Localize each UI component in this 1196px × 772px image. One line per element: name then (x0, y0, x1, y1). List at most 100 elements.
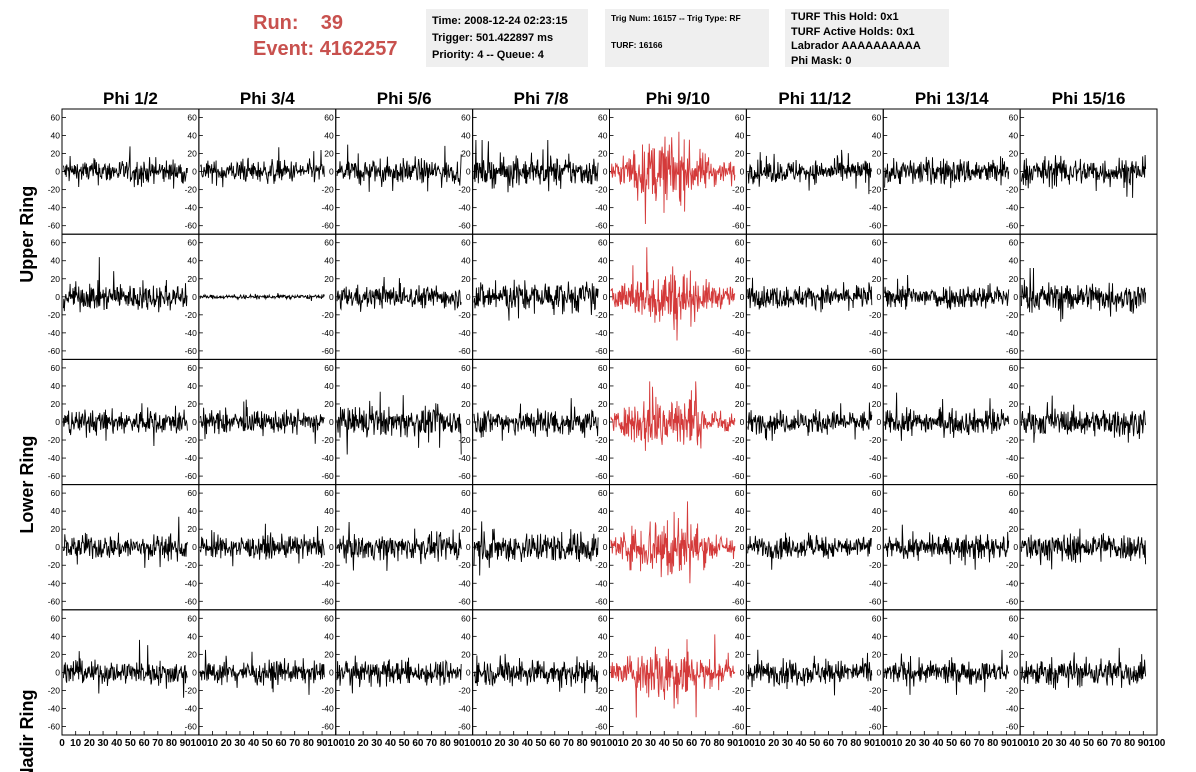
y-tick-label: -60 (595, 596, 608, 606)
y-tick-label: -20 (48, 435, 61, 445)
x-tick-label: 100 (327, 738, 344, 749)
time-trigger-box: Time: 2008-12-24 02:23:15 Trigger: 501.4… (426, 9, 588, 67)
y-tick-label: 40 (51, 506, 61, 516)
y-tick-label: -20 (732, 560, 745, 570)
y-tick-label: -60 (732, 596, 745, 606)
y-tick-label: -40 (1006, 453, 1019, 463)
y-tick-label: -60 (185, 221, 198, 231)
x-tick-label: 70 (289, 738, 301, 749)
y-tick-label: 20 (461, 649, 471, 659)
y-tick-label: -40 (1006, 203, 1019, 213)
y-tick-label: 40 (735, 131, 745, 141)
y-tick-label: 20 (598, 149, 608, 159)
y-tick-label: 60 (324, 613, 334, 623)
y-tick-label: 20 (324, 524, 334, 534)
y-tick-label: -60 (595, 721, 608, 731)
y-tick-label: -60 (48, 346, 61, 356)
y-tick-label: -40 (595, 328, 608, 338)
y-tick-label: -20 (595, 310, 608, 320)
waveform-trace (473, 521, 599, 576)
y-tick-label: 0 (329, 167, 334, 177)
y-tick-label: -20 (321, 435, 334, 445)
x-tick-label: 50 (262, 738, 274, 749)
y-tick-label: -20 (321, 310, 334, 320)
waveform-trace (336, 144, 462, 192)
y-tick-label: -40 (869, 203, 882, 213)
y-tick-label: 0 (740, 417, 745, 427)
y-tick-label: 20 (735, 524, 745, 534)
column-header: Phi 15/16 (1052, 89, 1126, 108)
waveform-trace (884, 156, 1010, 189)
x-tick-label: 90 (317, 738, 329, 749)
x-tick-label: 100 (464, 738, 481, 749)
y-tick-label: 0 (877, 417, 882, 427)
y-tick-label: -40 (321, 703, 334, 713)
run-label: Run: (253, 12, 299, 34)
y-tick-label: -40 (732, 453, 745, 463)
y-tick-label: -60 (1006, 721, 1019, 731)
y-tick-label: -20 (595, 685, 608, 695)
y-tick-label: 60 (1009, 238, 1019, 248)
y-tick-label: -20 (458, 185, 471, 195)
event-row: Event: 4162257 (253, 36, 398, 62)
y-tick-label: -40 (185, 578, 198, 588)
y-tick-label: 20 (324, 274, 334, 284)
column-header: Phi 9/10 (646, 89, 710, 108)
y-tick-label: 40 (187, 631, 197, 641)
waveform-trace (884, 274, 1010, 310)
waveform-trace (62, 516, 188, 568)
y-tick-label: -40 (185, 703, 198, 713)
y-tick-label: 40 (1009, 381, 1019, 391)
x-tick-label: 10 (481, 738, 493, 749)
y-tick-label: -60 (869, 596, 882, 606)
y-tick-label: -20 (321, 685, 334, 695)
y-tick-label: 60 (51, 363, 61, 373)
y-tick-label: -60 (1006, 346, 1019, 356)
x-tick-label: 30 (234, 738, 246, 749)
y-tick-label: 40 (872, 381, 882, 391)
y-tick-label: -60 (732, 471, 745, 481)
y-tick-label: 60 (872, 238, 882, 248)
y-tick-label: -20 (458, 560, 471, 570)
trig-num-box: Trig Num: 16157 -- Trig Type: RF TURF: 1… (605, 9, 769, 67)
x-tick-label: 70 (426, 738, 438, 749)
waveform-trace (336, 276, 462, 312)
y-tick-label: 20 (187, 524, 197, 534)
y-tick-label: -20 (185, 435, 198, 445)
y-tick-label: -60 (1006, 596, 1019, 606)
y-tick-label: -40 (48, 328, 61, 338)
y-tick-label: 20 (461, 149, 471, 159)
waveform-trace (1021, 267, 1147, 322)
turf-text: TURF: 16166 (611, 40, 663, 50)
x-tick-label: 100 (875, 738, 892, 749)
x-tick-label: 90 (180, 738, 192, 749)
y-tick-label: 60 (1009, 613, 1019, 623)
y-tick-label: -60 (321, 221, 334, 231)
waveform-trace (62, 146, 188, 189)
y-tick-label: -40 (869, 703, 882, 713)
y-tick-label: 0 (466, 167, 471, 177)
y-tick-label: 0 (603, 417, 608, 427)
y-tick-label: -60 (732, 221, 745, 231)
phi-mask-text: Phi Mask: 0 (791, 54, 852, 67)
y-tick-label: 0 (1013, 542, 1018, 552)
y-tick-label: 60 (735, 113, 745, 123)
x-tick-label: 50 (1083, 738, 1095, 749)
y-tick-label: 60 (324, 238, 334, 248)
column-header: Phi 7/8 (514, 89, 569, 108)
y-tick-label: -40 (595, 203, 608, 213)
column-header: Phi 11/12 (778, 89, 851, 108)
y-tick-label: 40 (872, 506, 882, 516)
x-tick-label: 100 (601, 738, 618, 749)
y-tick-label: 0 (55, 417, 60, 427)
y-tick-label: -40 (48, 578, 61, 588)
turf-hold-box: TURF This Hold: 0x1 TURF Active Holds: 0… (785, 9, 949, 67)
y-tick-label: 60 (324, 113, 334, 123)
waveform-trace (884, 649, 1010, 695)
x-tick-label: 70 (563, 738, 575, 749)
waveform-trace (199, 399, 325, 444)
y-tick-label: 20 (461, 399, 471, 409)
y-tick-label: -40 (321, 203, 334, 213)
x-tick-label: 40 (248, 738, 260, 749)
y-tick-label: 20 (187, 649, 197, 659)
